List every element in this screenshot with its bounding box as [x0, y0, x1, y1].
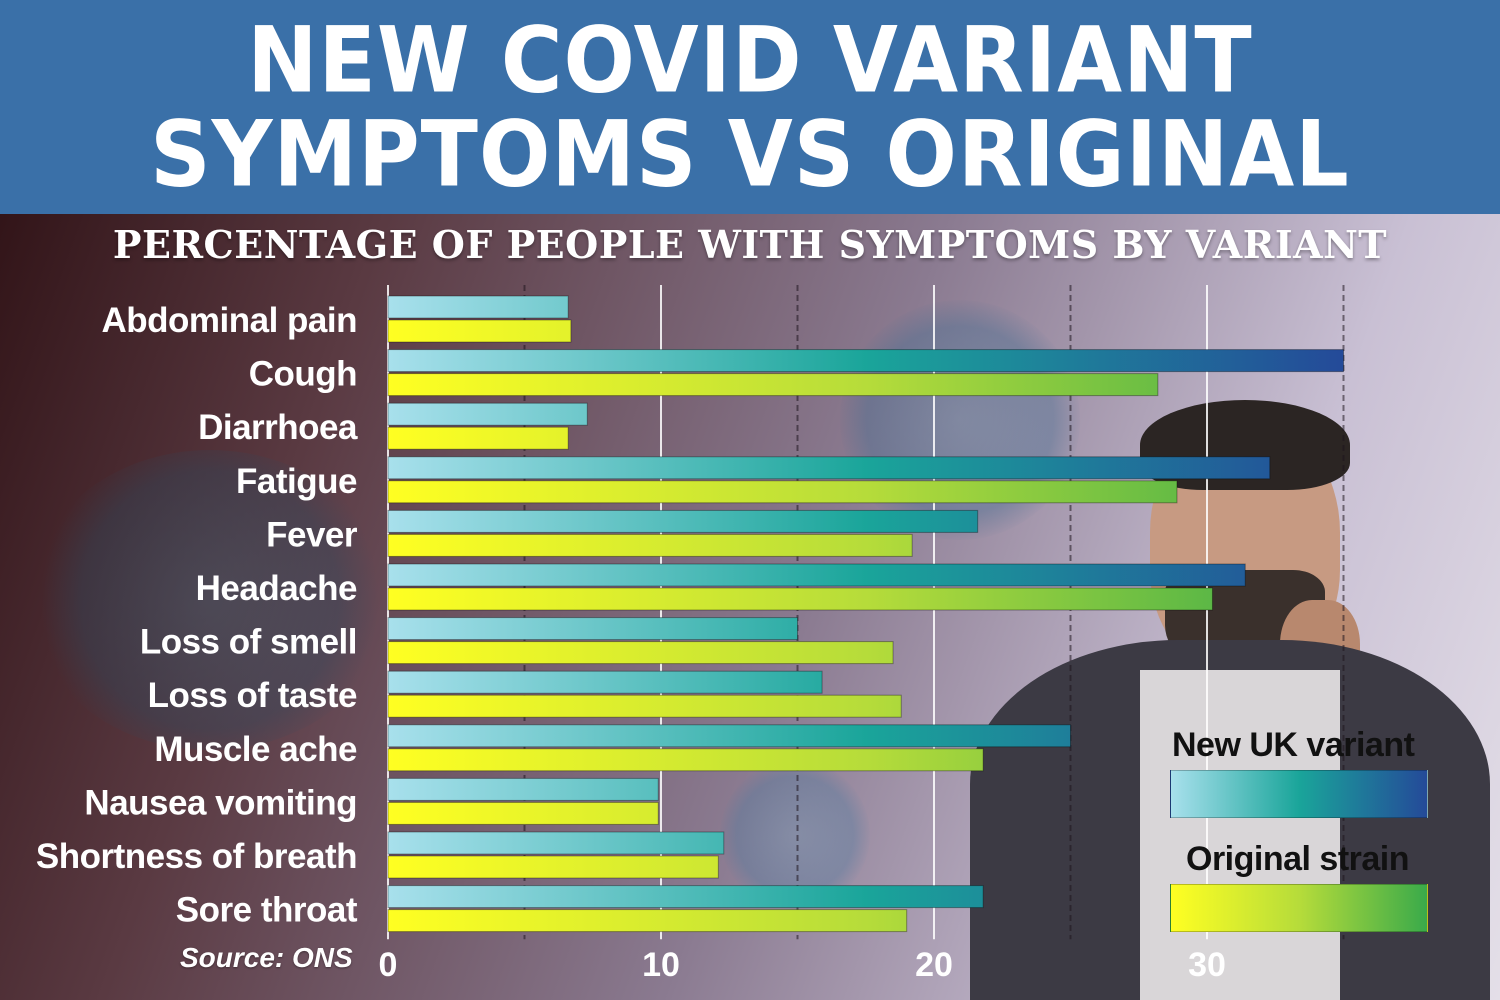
- virus-decoration-left: [30, 450, 390, 750]
- bar-original-strain: [387, 480, 1178, 504]
- bar-new-uk-variant: [387, 509, 979, 533]
- category-label: Sore throat: [176, 891, 358, 930]
- bar-new-uk-variant: [387, 670, 823, 694]
- bar-new-uk-variant: [387, 724, 1071, 748]
- legend-label-original-strain: Original strain: [1186, 840, 1410, 878]
- bar-new-uk-variant: [387, 831, 725, 855]
- category-label: Fatigue: [236, 462, 357, 501]
- bar-new-uk-variant: [387, 349, 1344, 373]
- category-label: Cough: [249, 355, 357, 394]
- x-tick-label: 10: [642, 946, 680, 984]
- bar-original-strain: [387, 748, 984, 772]
- x-tick-label: 30: [1188, 946, 1226, 984]
- bar-new-uk-variant: [387, 617, 798, 641]
- headline-line-2: SYMPTOMS VS ORIGINAL: [150, 101, 1350, 207]
- category-label: Diarrhoea: [198, 408, 358, 447]
- legend-swatch-new-variant: [1170, 770, 1428, 818]
- bar-original-strain: [387, 587, 1213, 611]
- source-note: Source: ONS: [180, 942, 353, 973]
- bar-new-uk-variant: [387, 777, 659, 801]
- category-label: Headache: [196, 569, 357, 608]
- category-label: Muscle ache: [154, 730, 357, 769]
- bar-original-strain: [387, 319, 572, 343]
- bar-original-strain: [387, 855, 719, 879]
- bar-original-strain: [387, 533, 913, 557]
- category-label: Abdominal pain: [102, 301, 358, 340]
- category-label: Fever: [266, 515, 358, 554]
- category-label: Loss of taste: [148, 676, 357, 715]
- bar-original-strain: [387, 641, 894, 665]
- virus-decoration-bottom: [720, 760, 870, 910]
- bar-new-uk-variant: [387, 885, 984, 909]
- legend-label-new-variant: New UK variant: [1172, 726, 1415, 764]
- bar-new-uk-variant: [387, 295, 569, 319]
- bar-new-uk-variant: [387, 563, 1246, 587]
- bar-original-strain: [387, 426, 569, 450]
- legend-swatch-original-strain: [1170, 884, 1428, 932]
- x-tick-label: 0: [379, 946, 398, 984]
- chart-title: PERCENTAGE OF PEOPLE WITH SYMPTOMS BY VA…: [112, 222, 1388, 267]
- bar-original-strain: [387, 694, 902, 718]
- bar-original-strain: [387, 373, 1159, 397]
- headline-line-1: NEW COVID VARIANT: [247, 7, 1253, 113]
- category-label: Loss of smell: [140, 623, 357, 662]
- x-tick-label: 20: [915, 946, 953, 984]
- category-label: Nausea vomiting: [84, 783, 357, 822]
- header-banner: NEW COVID VARIANT SYMPTOMS VS ORIGINAL: [0, 0, 1500, 214]
- bar-original-strain: [387, 909, 908, 933]
- bar-new-uk-variant: [387, 456, 1271, 480]
- bar-original-strain: [387, 801, 659, 825]
- bar-new-uk-variant: [387, 402, 588, 426]
- category-label: Shortness of breath: [36, 837, 357, 876]
